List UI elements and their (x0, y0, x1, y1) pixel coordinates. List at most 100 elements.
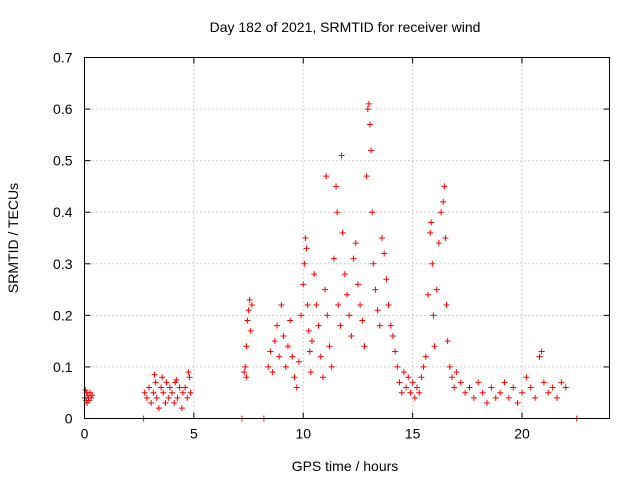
data-point (532, 394, 539, 401)
data-point (326, 343, 333, 350)
data-point (269, 369, 276, 376)
data-point (246, 296, 253, 303)
data-point (398, 389, 405, 396)
data-point (443, 302, 450, 309)
data-point (374, 307, 381, 314)
data-point (418, 374, 425, 381)
data-point (185, 369, 192, 376)
data-point (505, 394, 512, 401)
data-point (383, 276, 390, 283)
x-tick-label: 10 (295, 426, 311, 442)
plot-frame (84, 57, 610, 419)
data-point (306, 348, 313, 355)
data-point (162, 400, 169, 407)
data-point (178, 405, 185, 412)
data-point (457, 379, 464, 386)
data-point (289, 353, 296, 360)
data-point (538, 348, 545, 355)
x-tick-label: 20 (514, 426, 530, 442)
chart-title: Day 182 of 2021, SRMTID for receiver win… (210, 19, 481, 35)
data-point (173, 376, 180, 383)
data-point (422, 353, 429, 360)
y-tick-label: 0.6 (53, 101, 73, 117)
data-point (88, 394, 95, 401)
data-point (405, 374, 412, 381)
data-point (278, 302, 285, 309)
data-point (315, 322, 322, 329)
data-point (488, 384, 495, 391)
data-point (442, 235, 449, 241)
data-point (155, 405, 162, 412)
data-point (248, 302, 255, 309)
data-point (330, 255, 337, 262)
data-point (475, 379, 482, 386)
y-tick-label: 0 (65, 411, 73, 427)
data-point (427, 229, 434, 236)
data-point (241, 369, 248, 376)
data-point (414, 384, 420, 391)
data-point (141, 389, 148, 396)
data-point (172, 379, 179, 386)
data-point (449, 374, 455, 381)
y-tick-label: 0.4 (53, 204, 73, 220)
data-point (540, 379, 547, 386)
data-point (453, 369, 460, 376)
data-point (159, 374, 166, 381)
data-point (357, 302, 364, 309)
data-point (287, 317, 294, 324)
data-point (243, 343, 250, 350)
data-point (400, 369, 407, 376)
data-point (514, 400, 521, 407)
y-tick-label: 0.7 (53, 50, 73, 66)
data-point (379, 235, 385, 241)
data-point (169, 389, 175, 396)
data-point (179, 389, 186, 396)
data-point (309, 338, 315, 345)
data-point (243, 374, 250, 381)
data-point (536, 353, 543, 360)
data-point (182, 384, 189, 391)
data-point (365, 100, 372, 107)
data-point (430, 312, 437, 319)
data-point (317, 353, 324, 360)
data-point (369, 209, 376, 216)
data-point (424, 291, 431, 298)
data-point (429, 260, 436, 267)
data-point (346, 312, 353, 319)
data-point (338, 152, 345, 159)
data-point (484, 400, 490, 407)
data-point (171, 400, 178, 407)
data-point (280, 332, 287, 339)
data-point (554, 394, 560, 401)
data-point (319, 374, 326, 381)
data-point (160, 389, 167, 396)
data-point (519, 389, 525, 396)
data-point (562, 384, 569, 391)
data-point (334, 209, 341, 216)
data-point (441, 183, 448, 190)
data-point (322, 286, 329, 293)
y-axis-label: SRMTID / TECUs (5, 183, 21, 293)
data-point (492, 394, 499, 401)
data-point (361, 343, 368, 350)
data-point (265, 363, 272, 370)
data-point (403, 384, 410, 391)
y-tick-label: 0.2 (53, 307, 73, 323)
data-point (165, 394, 172, 401)
data-point (151, 371, 158, 378)
data-point (146, 384, 153, 391)
data-point (339, 229, 346, 236)
data-point (341, 271, 348, 278)
x-tick-label: 15 (405, 426, 421, 442)
data-point (396, 379, 403, 386)
data-point (276, 353, 283, 360)
data-point (549, 384, 556, 391)
data-point (381, 250, 388, 257)
data-point (323, 173, 330, 180)
data-point (366, 121, 373, 128)
data-point (300, 281, 307, 288)
data-point (372, 286, 379, 293)
data-point (304, 302, 311, 309)
data-point (152, 379, 159, 386)
